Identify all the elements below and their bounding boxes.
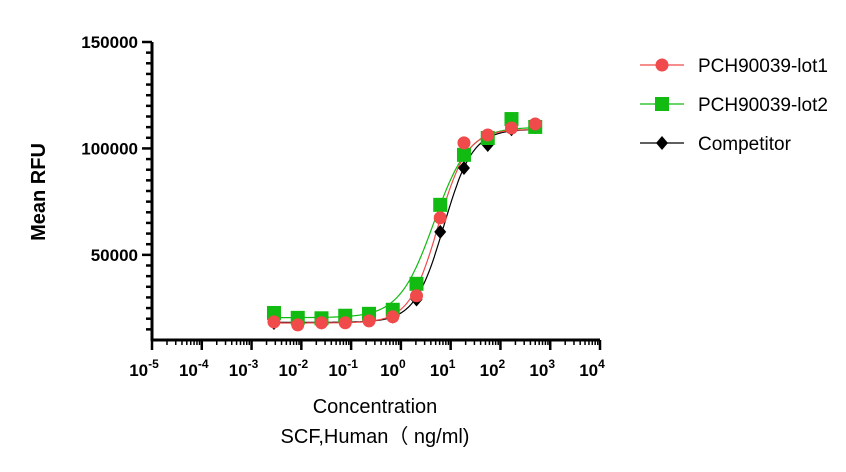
- data-point-PCH90039-lot1: [433, 211, 447, 225]
- data-point-PCH90039-lot2: [456, 147, 471, 162]
- x-tick-label: 100: [380, 357, 406, 380]
- x-tick-label: 103: [529, 357, 555, 380]
- x-tick-label: 10-5: [129, 357, 159, 380]
- y-axis: 50000 100000 150000: [81, 33, 154, 341]
- x-tick-label: 10-4: [179, 357, 209, 380]
- legend-label: PCH90039-lot2: [698, 95, 828, 116]
- data-point-PCH90039-lot1: [410, 289, 424, 303]
- legend-marker: [656, 136, 668, 150]
- y-axis-label: Mean RFU: [28, 143, 50, 241]
- x-tick-label: 10-1: [328, 357, 358, 380]
- legend-label: Competitor: [698, 134, 792, 155]
- data-points: [266, 112, 543, 332]
- data-point-PCH90039-lot2: [433, 197, 448, 212]
- legend: PCH90039-lot1 PCH90039-lot2 Competitor: [640, 56, 828, 155]
- data-point-PCH90039-lot1: [267, 315, 281, 329]
- x-tick-label: 102: [480, 357, 506, 380]
- fit-curve-PCH90039-lot2: [274, 127, 535, 319]
- legend-marker: [655, 58, 669, 72]
- x-axis-label: Concentration: [313, 396, 438, 418]
- fit-curve-Competitor: [274, 129, 535, 323]
- y-tick-label: 150000: [81, 33, 138, 52]
- legend-marker: [655, 97, 669, 111]
- x-tick-label: 104: [579, 357, 605, 380]
- data-point-Competitor: [457, 161, 470, 176]
- x-tick-label: 10-3: [229, 357, 259, 380]
- data-point-PCH90039-lot1: [457, 136, 471, 150]
- y-tick-label: 100000: [81, 139, 138, 158]
- x-axis-sublabel: SCF,Human（ ng/ml): [281, 425, 470, 448]
- x-tick-label: 101: [430, 357, 456, 380]
- fit-curves: [274, 127, 535, 324]
- data-point-Competitor: [434, 224, 447, 239]
- x-axis: 10-5 10-4 10-3 10-2 10-1 100 101 102 103 104: [129, 338, 605, 380]
- data-point-PCH90039-lot1: [481, 128, 495, 142]
- y-tick-label: 50000: [91, 246, 138, 265]
- data-point-PCH90039-lot1: [338, 316, 352, 330]
- fit-curve-PCH90039-lot1: [274, 128, 535, 324]
- legend-label: PCH90039-lot1: [698, 56, 828, 77]
- data-point-PCH90039-lot1: [291, 318, 305, 332]
- data-point-PCH90039-lot2: [409, 276, 424, 291]
- data-point-PCH90039-lot1: [528, 117, 542, 131]
- data-point-PCH90039-lot1: [362, 314, 376, 328]
- x-tick-label: 10-2: [279, 357, 309, 380]
- data-point-PCH90039-lot1: [314, 316, 328, 330]
- data-point-PCH90039-lot1: [386, 310, 400, 324]
- data-point-PCH90039-lot1: [504, 121, 518, 135]
